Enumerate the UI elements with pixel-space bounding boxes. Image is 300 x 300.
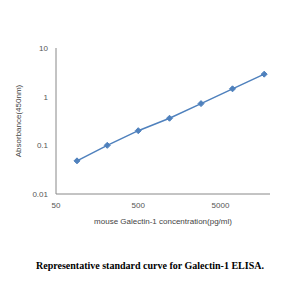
svg-text:1: 1 <box>44 93 49 102</box>
svg-text:0.1: 0.1 <box>37 141 49 150</box>
svg-text:50: 50 <box>52 201 61 210</box>
svg-text:Absorbance(450nm): Absorbance(450nm) <box>14 84 23 157</box>
svg-text:mouse Galectin-1 concentration: mouse Galectin-1 concentration(pg/ml) <box>94 217 232 226</box>
svg-text:500: 500 <box>132 201 146 210</box>
svg-text:5000: 5000 <box>212 201 230 210</box>
svg-text:0.01: 0.01 <box>32 190 48 199</box>
svg-text:10: 10 <box>39 44 48 53</box>
html-text:Representative standard curve: Representative standard curve for Galect… <box>36 260 264 271</box>
